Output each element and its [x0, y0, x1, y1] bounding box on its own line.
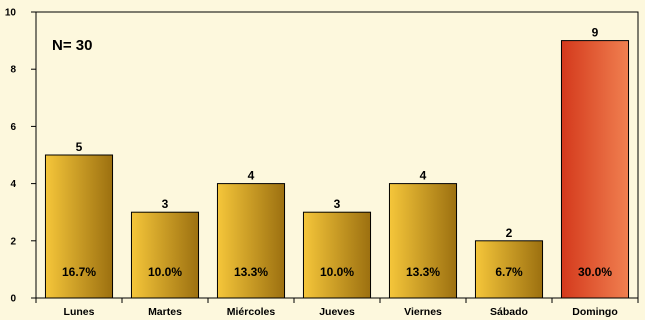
bar-jueves — [302, 211, 372, 299]
y-axis: 0 2 4 6 8 10 — [5, 8, 36, 305]
y-tick-label: 2 — [10, 236, 16, 247]
x-category-label: Domingo — [572, 306, 618, 318]
sample-size-annotation: N= 30 — [52, 37, 92, 54]
value-label: 4 — [248, 169, 255, 183]
value-label: 2 — [506, 226, 513, 240]
bar-domingo — [560, 40, 630, 299]
y-tick-label: 4 — [10, 179, 16, 190]
value-label: 4 — [420, 169, 427, 183]
y-tick-label: 10 — [5, 8, 17, 19]
bar-viernes — [388, 183, 458, 299]
x-category-label: Jueves — [319, 306, 355, 318]
percent-label: 13.3% — [234, 265, 268, 279]
value-label: 3 — [162, 197, 169, 211]
bar-sábado — [474, 240, 544, 299]
value-label: 3 — [334, 197, 341, 211]
percent-label: 10.0% — [148, 265, 182, 279]
x-category-label: Martes — [148, 306, 182, 318]
value-label: 9 — [592, 26, 599, 40]
percent-label: 13.3% — [406, 265, 440, 279]
x-category-label: Viernes — [404, 306, 442, 318]
percent-label: 30.0% — [578, 265, 612, 279]
x-category-label: Sábado — [490, 306, 528, 318]
percent-label: 10.0% — [320, 265, 354, 279]
value-label: 5 — [76, 140, 83, 154]
bar-martes — [130, 211, 200, 299]
x-category-label: Lunes — [64, 306, 95, 318]
bars-group: 5 16.7% 3 10.0% 4 13.3% 3 10.0% 4 13.3% 2 6.7% 9 30.0… — [44, 26, 630, 299]
bar-miércoles — [216, 183, 286, 299]
percent-label: 6.7% — [495, 265, 523, 279]
x-category-label: Miércoles — [227, 306, 276, 318]
x-axis: Lunes Martes Miércoles Jueves Viernes Sábado D… — [35, 298, 639, 318]
percent-label: 16.7% — [62, 265, 96, 279]
y-tick-label: 6 — [10, 122, 16, 133]
bar-lunes — [44, 154, 114, 299]
y-tick-label: 0 — [10, 294, 16, 305]
y-tick-label: 8 — [10, 65, 16, 76]
